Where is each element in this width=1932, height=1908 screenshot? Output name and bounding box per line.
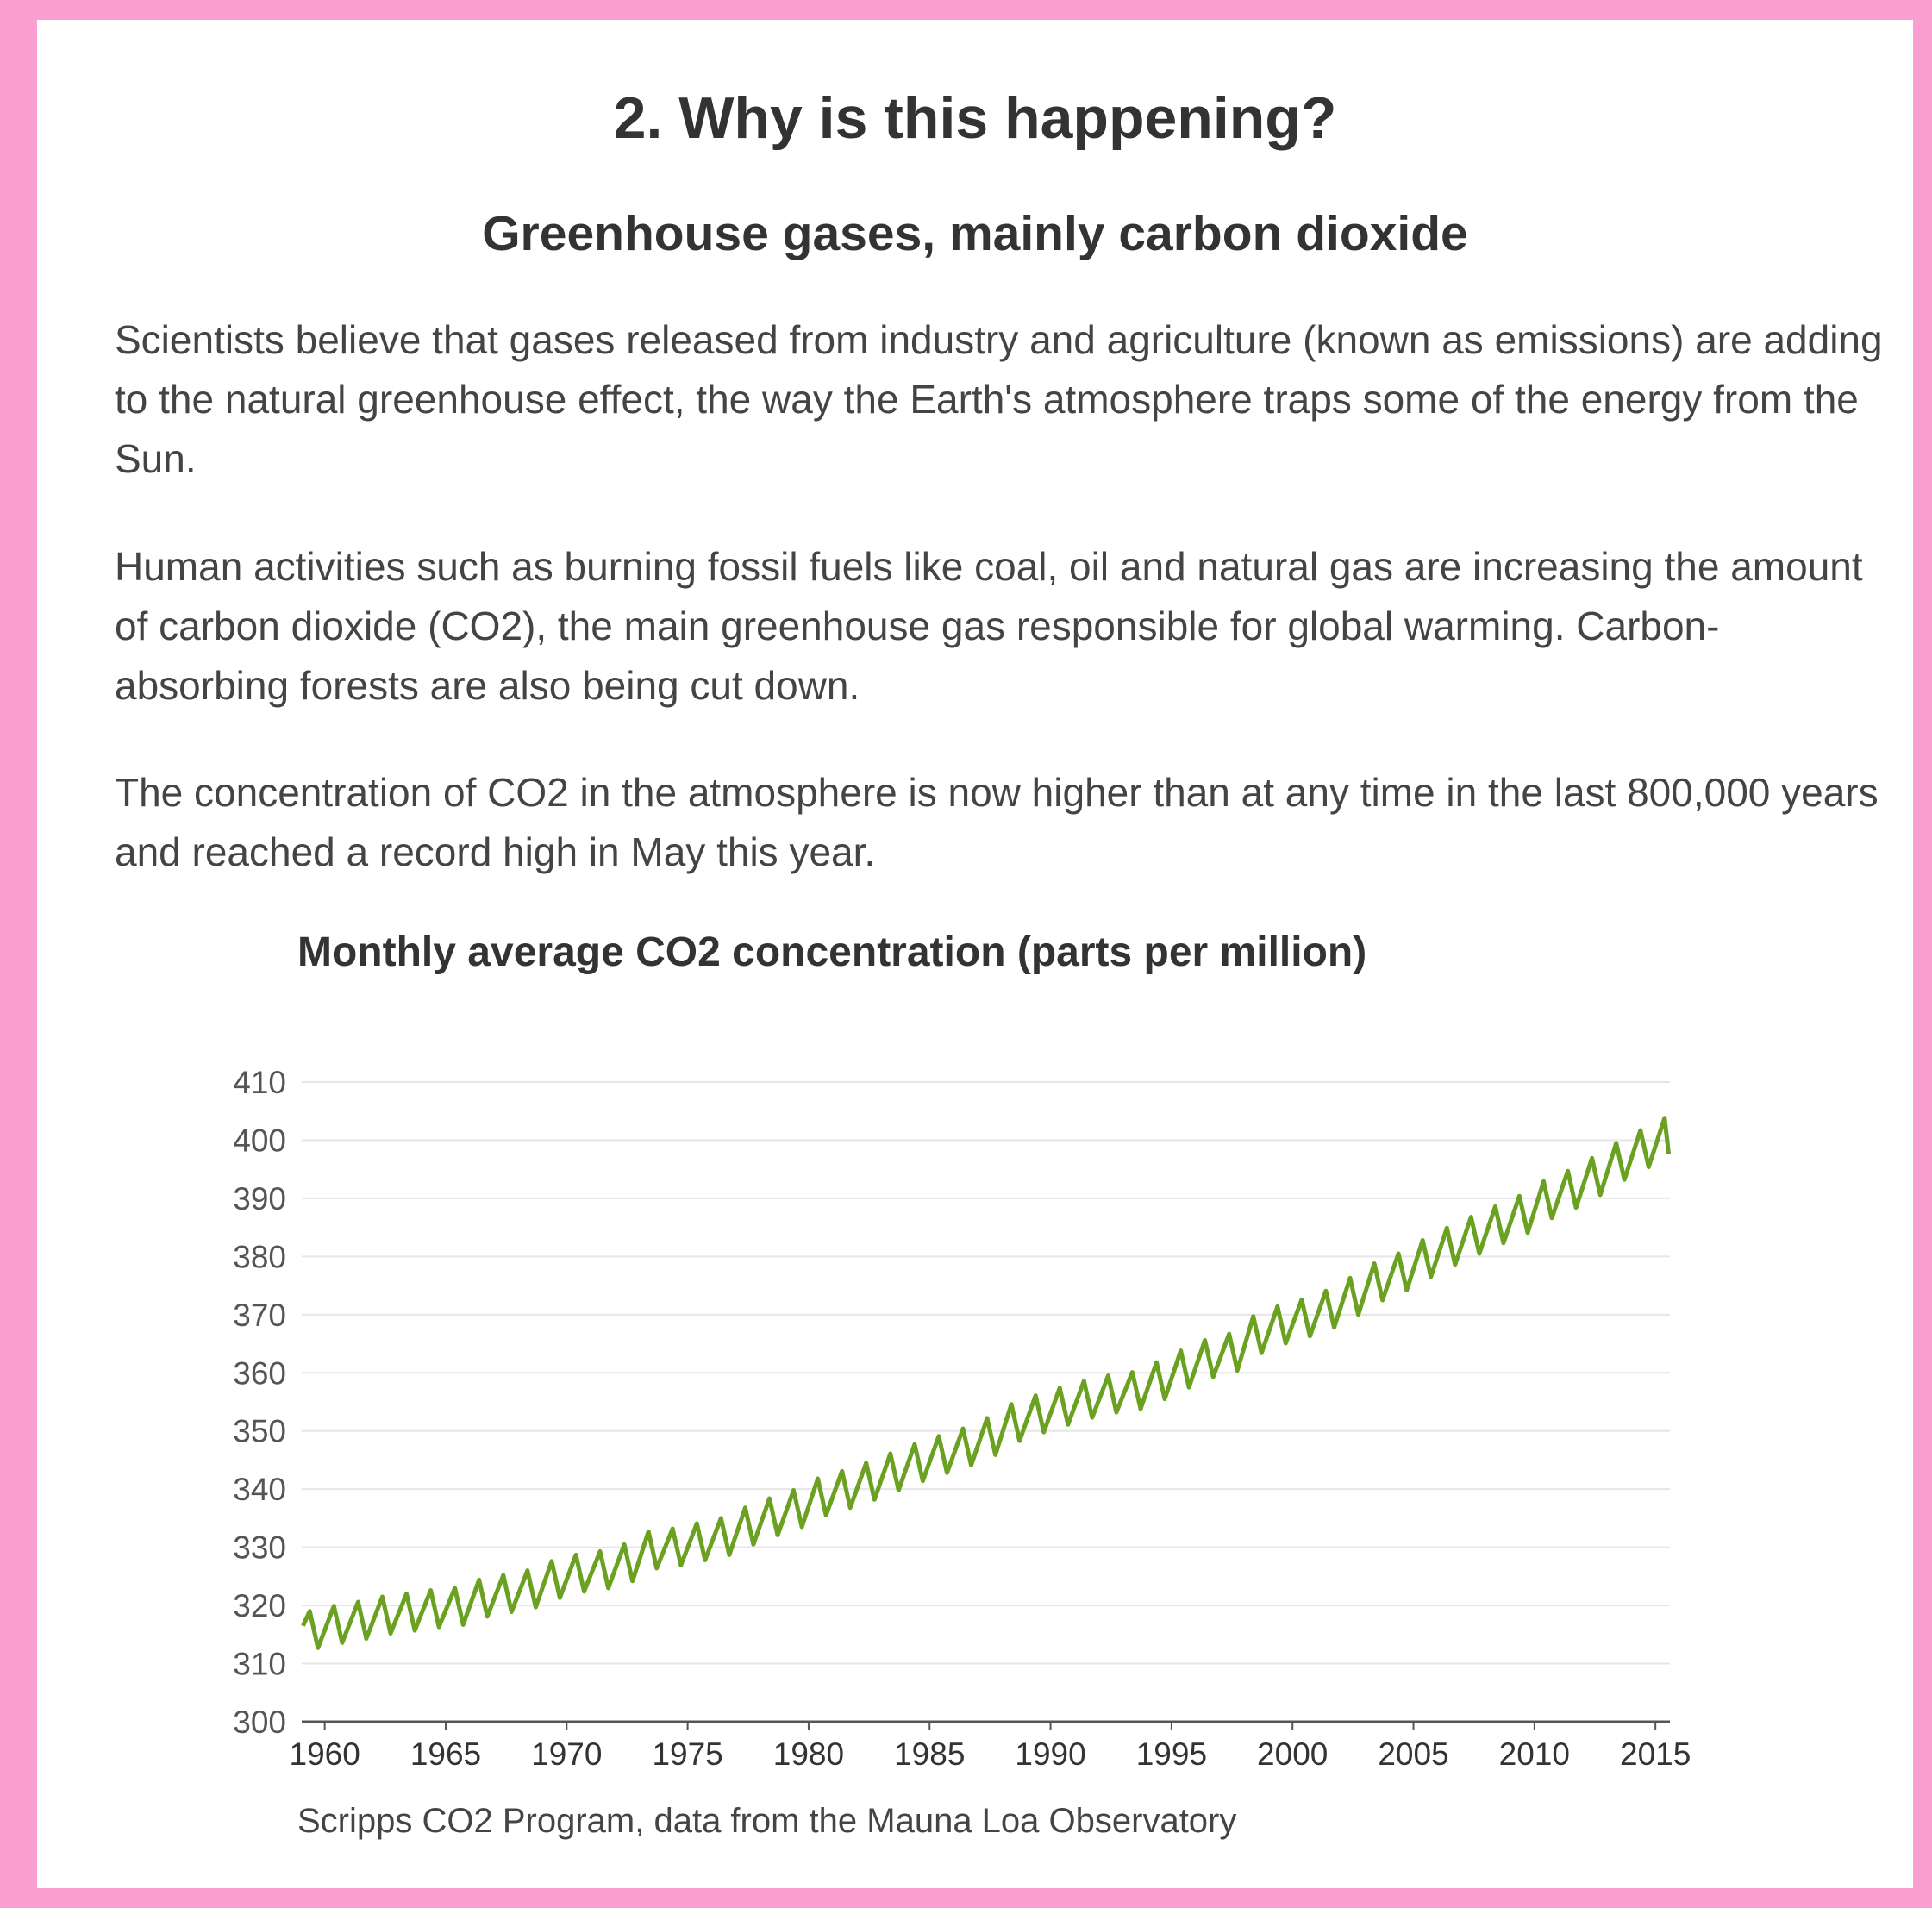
y-tick-label: 320 bbox=[233, 1588, 286, 1623]
x-tick-label: 1975 bbox=[652, 1736, 722, 1772]
chart-source: Scripps CO2 Program, data from the Mauna… bbox=[297, 1802, 1236, 1840]
paragraph: The concentration of CO2 in the atmosphe… bbox=[115, 770, 1879, 874]
y-tick-label: 390 bbox=[233, 1181, 286, 1217]
card: 2. Why is this happening? Greenhouse gas… bbox=[37, 20, 1913, 1888]
x-tick-label: 2000 bbox=[1257, 1736, 1328, 1772]
x-tick-label: 1980 bbox=[773, 1736, 844, 1772]
x-tick-label: 2005 bbox=[1378, 1736, 1448, 1772]
x-tick-label: 1965 bbox=[410, 1736, 481, 1772]
y-tick-label: 400 bbox=[233, 1123, 286, 1158]
y-tick-label: 330 bbox=[233, 1530, 286, 1566]
y-tick-label: 380 bbox=[233, 1239, 286, 1274]
y-tick-label: 360 bbox=[233, 1355, 286, 1391]
chart-title: Monthly average CO2 concentration (parts… bbox=[297, 929, 1366, 975]
co2-line bbox=[301, 1116, 1672, 1650]
y-tick-label: 300 bbox=[233, 1705, 286, 1740]
x-tick-label: 1990 bbox=[1015, 1736, 1085, 1772]
paragraph: Human activities such as burning fossil … bbox=[115, 544, 1863, 708]
title: 2. Why is this happening? bbox=[613, 85, 1337, 151]
x-tick-label: 2010 bbox=[1499, 1736, 1570, 1772]
y-tick-label: 310 bbox=[233, 1647, 286, 1682]
y-tick-label: 370 bbox=[233, 1298, 286, 1333]
x-tick-label: 1995 bbox=[1136, 1736, 1207, 1772]
y-tick-label: 340 bbox=[233, 1472, 286, 1507]
x-tick-label: 1985 bbox=[894, 1736, 965, 1772]
paragraph: Scientists believe that gases released f… bbox=[115, 317, 1883, 481]
subtitle: Greenhouse gases, mainly carbon dioxide bbox=[482, 206, 1468, 261]
x-tick-label: 2015 bbox=[1620, 1736, 1691, 1772]
x-tick-label: 1970 bbox=[531, 1736, 602, 1772]
y-tick-label: 350 bbox=[233, 1414, 286, 1449]
x-tick-label: 1960 bbox=[290, 1736, 360, 1772]
y-tick-label: 410 bbox=[233, 1065, 286, 1100]
